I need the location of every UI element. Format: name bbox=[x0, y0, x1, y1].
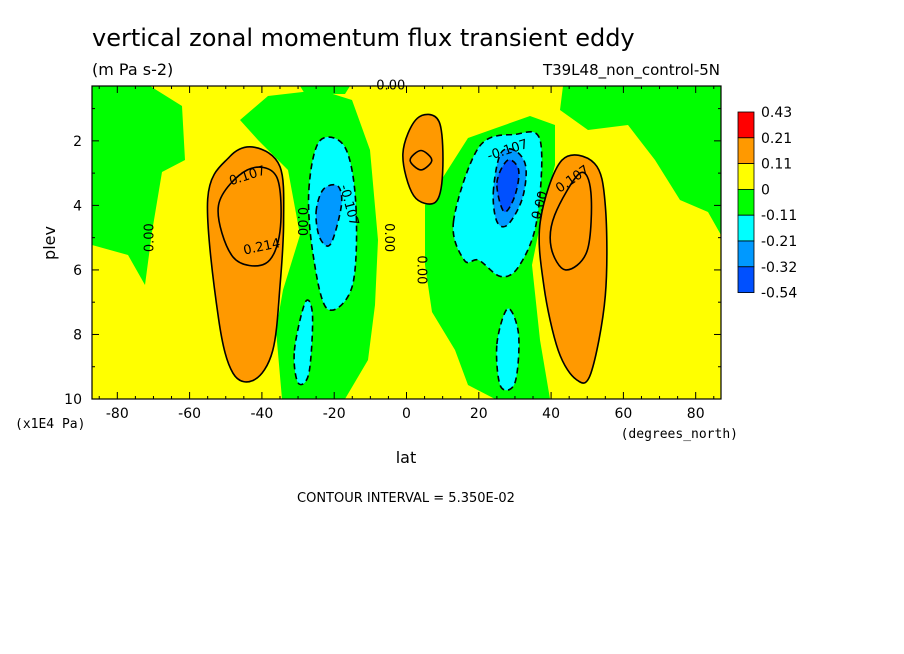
field-1-region-2 bbox=[402, 114, 443, 204]
x-tick-label: -40 bbox=[250, 406, 273, 422]
contour-label-3: 0.00 bbox=[294, 207, 309, 236]
contour-line-1-2 bbox=[402, 113, 444, 205]
x-tick-label: 20 bbox=[470, 406, 488, 422]
green-region-top-center bbox=[300, 86, 350, 94]
contour-line-1-0 bbox=[206, 146, 285, 383]
colorbar-label-5: -0.21 bbox=[761, 234, 797, 250]
colorbar-label-3: 0 bbox=[761, 182, 770, 198]
colorbar-label-2: 0.11 bbox=[761, 157, 792, 173]
contour-line-1-1 bbox=[538, 154, 608, 384]
contour-line-2-2 bbox=[452, 130, 543, 278]
field-2-region-1 bbox=[294, 300, 313, 385]
contour-interval-label: CONTOUR INTERVAL = 5.350E-02 bbox=[297, 491, 515, 506]
contour-line-3-0 bbox=[315, 183, 343, 247]
contour-line-0-1 bbox=[549, 171, 593, 271]
colorbar-swatch-6 bbox=[737, 266, 755, 293]
colorbar-swatch-5 bbox=[737, 240, 755, 268]
contour-lines bbox=[206, 113, 608, 391]
contour-line-0-0 bbox=[217, 166, 282, 267]
x-tick-label: 80 bbox=[687, 406, 705, 422]
colorbar-label-1: 0.21 bbox=[761, 131, 792, 147]
contour-label-9: 0.00 bbox=[529, 189, 551, 221]
colorbar-swatch-2 bbox=[737, 163, 755, 190]
green-region-top-right bbox=[560, 86, 721, 235]
units-label: (m Pa s-2) bbox=[92, 60, 173, 79]
contour-label-5: 0.00 bbox=[381, 223, 396, 252]
contour-line-0-2 bbox=[409, 149, 433, 171]
field-background bbox=[92, 86, 721, 399]
x-tick-label: 40 bbox=[542, 406, 560, 422]
contour-line-4-0 bbox=[496, 158, 520, 213]
y-tick-label: 10 bbox=[64, 392, 82, 408]
contour-line-3-1 bbox=[492, 147, 527, 228]
colorbar-legend: 0.43 0.21 0.11 0 -0.11 -0.21 -0.32 -0.54 bbox=[737, 105, 797, 302]
colorbar-swatch-4 bbox=[737, 214, 755, 242]
x-tick-label: 0 bbox=[402, 406, 411, 422]
green-region-top-left bbox=[92, 86, 185, 285]
contour-line-2-3 bbox=[495, 307, 520, 391]
colorbar-label-7: -0.54 bbox=[761, 286, 797, 302]
y-axis: 2 4 6 8 10 bbox=[64, 108, 721, 408]
contour-label-7: 0.00 bbox=[413, 255, 428, 284]
y-tick-label: 4 bbox=[73, 198, 82, 214]
x-axis-units: (degrees_north) bbox=[621, 427, 738, 442]
colorbar-swatch-0 bbox=[737, 111, 755, 139]
y-tick-label: 6 bbox=[73, 263, 82, 279]
x-tick-label: 60 bbox=[614, 406, 632, 422]
y-tick-label: 8 bbox=[73, 327, 82, 343]
colorbar-swatch-3 bbox=[737, 188, 755, 216]
x-axis: -80 -60 -40 -20 0 20 40 60 80 bbox=[98, 86, 715, 422]
colorbar-label-0: 0.43 bbox=[761, 105, 792, 121]
field-2-region-3 bbox=[496, 308, 519, 391]
dataset-label: T39L48_non_control-5N bbox=[542, 61, 720, 80]
contour-line-2-0 bbox=[307, 136, 358, 311]
y-tick-label: 2 bbox=[73, 134, 82, 150]
y-axis-label: plev bbox=[40, 226, 59, 260]
x-tick-label: -20 bbox=[323, 406, 346, 422]
y-axis-units: (x1E4 Pa) bbox=[15, 417, 85, 432]
x-tick-label: -60 bbox=[178, 406, 201, 422]
chart-title: vertical zonal momentum flux transient e… bbox=[92, 24, 635, 52]
contour-label-0: 0.00 bbox=[142, 223, 157, 252]
colorbar-swatch-1 bbox=[737, 137, 755, 165]
colorbar-label-6: -0.32 bbox=[761, 260, 797, 276]
x-tick-label: -80 bbox=[106, 406, 129, 422]
x-axis-label: lat bbox=[396, 448, 417, 467]
colorbar-label-4: -0.11 bbox=[761, 208, 797, 224]
